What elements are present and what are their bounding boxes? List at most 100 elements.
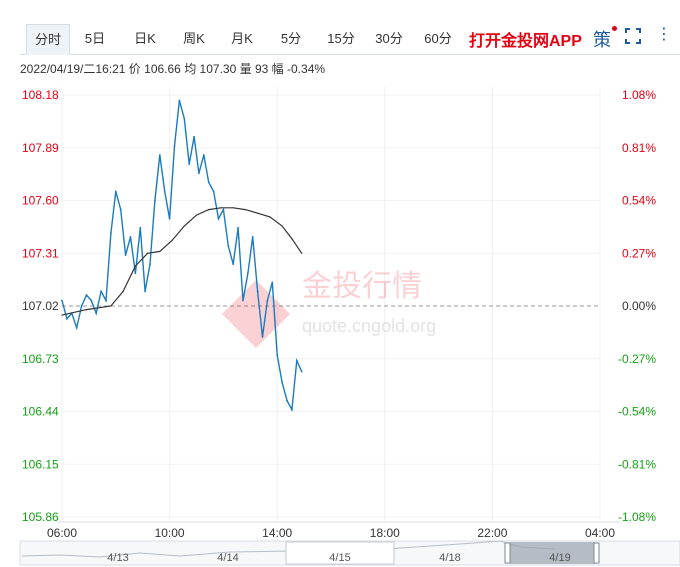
- y-tick-label: 107.31: [22, 246, 59, 260]
- price-point: [202, 154, 205, 156]
- price-point: [290, 408, 293, 411]
- price-point: [286, 399, 288, 402]
- pct-tick-label: -0.54%: [618, 405, 656, 419]
- navigator-date-label: 4/18: [439, 552, 460, 564]
- price-point: [85, 294, 88, 296]
- watermark-url: quote.cngold.org: [302, 316, 436, 336]
- avg-point: [257, 212, 259, 214]
- pct-tick-label: 1.08%: [622, 88, 656, 102]
- price-point: [256, 290, 259, 293]
- tab-4[interactable]: 月K: [231, 31, 253, 46]
- price-point: [105, 299, 107, 302]
- price-point: [75, 326, 78, 329]
- tab-8[interactable]: 60分: [424, 31, 452, 46]
- price-point: [134, 272, 137, 275]
- watermark-logo: [222, 280, 290, 348]
- tab-2[interactable]: 日K: [134, 31, 156, 46]
- avg-point: [171, 239, 173, 242]
- price-point: [207, 181, 210, 184]
- price-point: [193, 135, 195, 138]
- avg-point: [301, 252, 303, 254]
- change-value: -0.34%: [287, 62, 326, 76]
- price-point: [149, 263, 151, 266]
- avg-point: [159, 250, 161, 253]
- open-app-link[interactable]: 打开金投网APP: [469, 33, 582, 50]
- period-tab-bar: [20, 24, 680, 55]
- price-point: [300, 370, 303, 373]
- avg-point: [110, 305, 112, 307]
- avg-point: [85, 309, 88, 311]
- price-point: [158, 154, 161, 156]
- tab-7[interactable]: 30分: [375, 31, 403, 46]
- y-tick-label: 106.44: [22, 405, 59, 419]
- price-point: [246, 272, 249, 275]
- fullscreen-icon[interactable]: [625, 28, 641, 44]
- price-point: [168, 217, 171, 220]
- price-point: [163, 190, 166, 193]
- price-point: [80, 305, 83, 307]
- price-point: [227, 245, 230, 247]
- volume-label: 量: [239, 62, 252, 76]
- y-tick-label: 108.18: [22, 88, 59, 102]
- strategy-button[interactable]: 策: [593, 26, 617, 52]
- price-point: [178, 99, 181, 102]
- price-point: [295, 359, 298, 362]
- y-tick-label: 105.86: [22, 510, 59, 524]
- avg-point: [281, 225, 283, 227]
- navigator-selection[interactable]: [510, 542, 595, 564]
- watermark-brand: 金投行情: [302, 269, 422, 304]
- strategy-label: 策: [593, 30, 611, 50]
- tab-6[interactable]: 15分: [327, 31, 355, 46]
- price-point: [100, 290, 103, 293]
- price-point: [110, 232, 112, 235]
- pct-tick-label: 0.54%: [622, 194, 656, 208]
- price-point: [144, 290, 147, 293]
- price-point: [90, 299, 93, 302]
- pct-tick-label: -0.81%: [618, 457, 656, 471]
- avg-point: [232, 207, 234, 209]
- price-point: [212, 190, 215, 193]
- price-point: [242, 299, 244, 302]
- tab-3[interactable]: 周K: [183, 31, 205, 46]
- quote-info-bar: 2022/04/19/二16:21 价 106.66 均 107.30 量 93…: [20, 60, 325, 77]
- price-point: [95, 312, 98, 315]
- avg-point: [220, 207, 222, 209]
- tab-5[interactable]: 5分: [280, 31, 302, 46]
- avg-point: [146, 252, 149, 254]
- avg-point: [291, 238, 293, 240]
- navigator-window[interactable]: [285, 541, 395, 565]
- pct-tick-label: 0.27%: [622, 246, 656, 260]
- tab-1[interactable]: 5日: [84, 31, 106, 46]
- price-point: [237, 226, 239, 229]
- price-point: [119, 208, 122, 211]
- more-menu-icon[interactable]: ⋮: [656, 26, 672, 43]
- avg-point: [134, 265, 136, 267]
- x-tick-label: 18:00: [370, 526, 400, 540]
- price-point: [217, 217, 220, 220]
- price-point: [266, 299, 269, 302]
- pct-tick-label: -0.27%: [618, 352, 656, 366]
- change-label: 幅: [271, 62, 284, 76]
- x-tick-label: 10:00: [155, 526, 185, 540]
- quote-datetime: 2022/04/19/二16:21: [20, 62, 126, 76]
- x-tick-label: 22:00: [477, 526, 507, 540]
- navigator-date-label: 4/14: [217, 552, 238, 564]
- tab-0[interactable]: 分时: [26, 24, 70, 55]
- price-point: [251, 235, 254, 238]
- navigator-date-label: 4/13: [107, 552, 128, 564]
- avg-point: [183, 225, 185, 227]
- volume-value: 93: [254, 62, 269, 76]
- price-point: [198, 172, 200, 175]
- price-label: 价: [128, 62, 141, 76]
- price-point: [114, 190, 117, 193]
- y-tick-label: 107.02: [22, 299, 59, 313]
- navigator-date-label: 4/15: [329, 552, 350, 564]
- navigator-handle-left[interactable]: [504, 542, 511, 564]
- avg-point: [244, 208, 247, 211]
- avg-point: [195, 214, 198, 216]
- price-point: [222, 208, 225, 211]
- navigator-handle-right[interactable]: [593, 542, 600, 564]
- price-point: [154, 199, 156, 202]
- avg-value: 107.30: [199, 62, 237, 76]
